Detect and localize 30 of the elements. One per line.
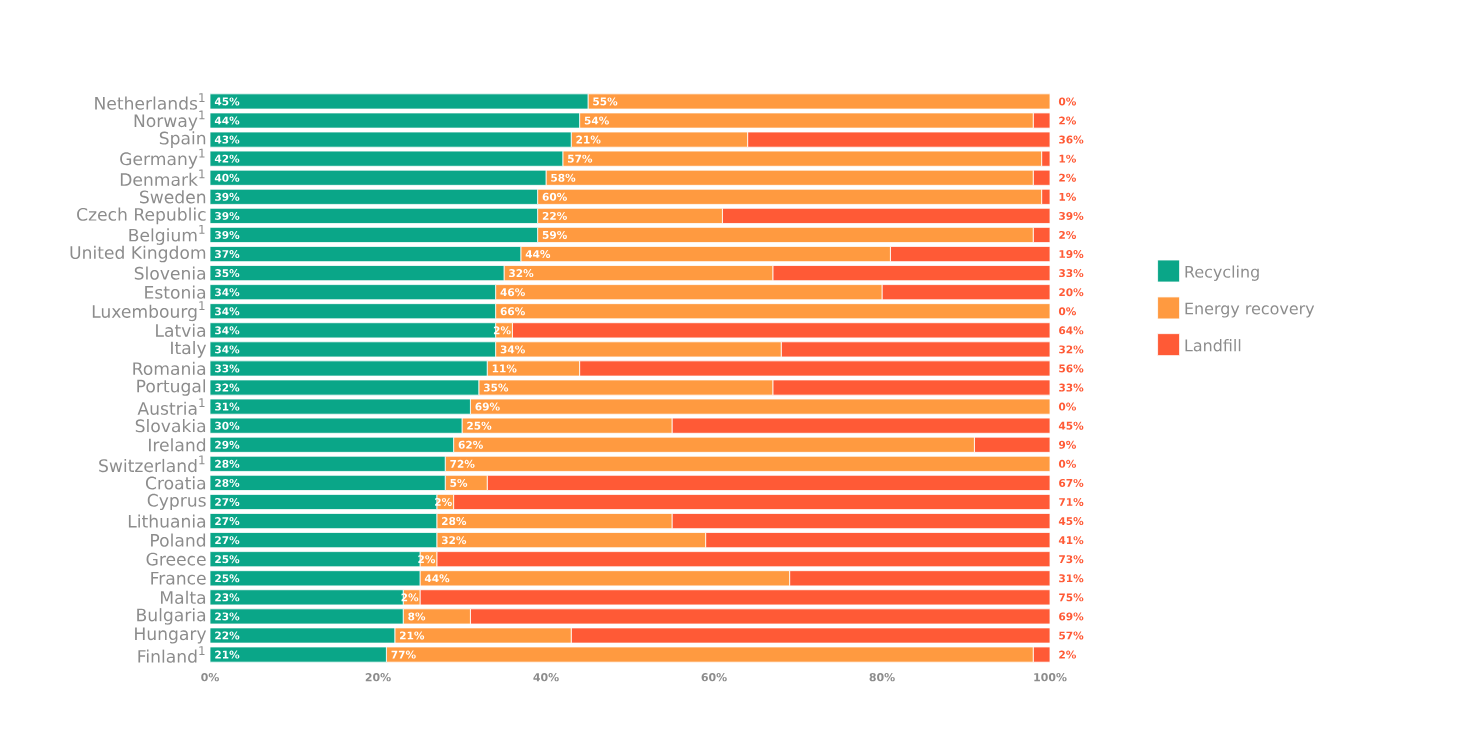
- y-tick-label: Bulgaria: [137, 608, 206, 625]
- y-tick-label: Switzerland$^{1}$: [99, 455, 205, 473]
- y-tick-label: Spain: [159, 131, 206, 148]
- y-tick-label: Malta: [161, 590, 206, 604]
- y-tick-label: Slovakia: [135, 419, 206, 433]
- y-tick-label: Denmark$^{1}$: [120, 169, 205, 187]
- y-tick-label: Luxembourg$^{1}$: [92, 301, 205, 322]
- y-tick-label: Cyprus: [147, 493, 206, 511]
- y-tick-label: Netherlands$^{1}$: [95, 93, 205, 110]
- y-tick-label: United Kingdom: [70, 245, 206, 263]
- y-tick-label: France: [151, 571, 206, 585]
- y-tick-label: Portugal: [137, 379, 206, 396]
- y-tick-label: Slovenia: [134, 266, 206, 280]
- y-tick-label: Hungary: [135, 627, 207, 644]
- y-tick-label: Latvia: [156, 323, 206, 337]
- y-tick-label: Greece: [146, 552, 206, 566]
- y-tick-label: Croatia: [145, 476, 206, 490]
- y-tick-label: Belgium$^{1}$: [129, 224, 205, 245]
- y-tick-label: Finland$^{1}$: [138, 646, 205, 663]
- y-tick-label: Romania: [133, 361, 206, 376]
- y-tick-label: Italy: [171, 341, 207, 358]
- y-tick-label: Norway$^{1}$: [134, 110, 205, 131]
- y-tick-label: Poland: [151, 533, 206, 547]
- y-tick-label: Germany$^{1}$: [120, 148, 205, 169]
- y-tick-label: Estonia: [145, 285, 206, 299]
- y-tick-label: Lithuania: [128, 514, 206, 528]
- y-tick-label: Czech Republic: [77, 207, 206, 225]
- y-tick-label: Austria$^{1}$: [137, 398, 205, 415]
- y-tick-label: Ireland: [149, 438, 206, 452]
- y-tick-label: Sweden: [140, 190, 206, 204]
